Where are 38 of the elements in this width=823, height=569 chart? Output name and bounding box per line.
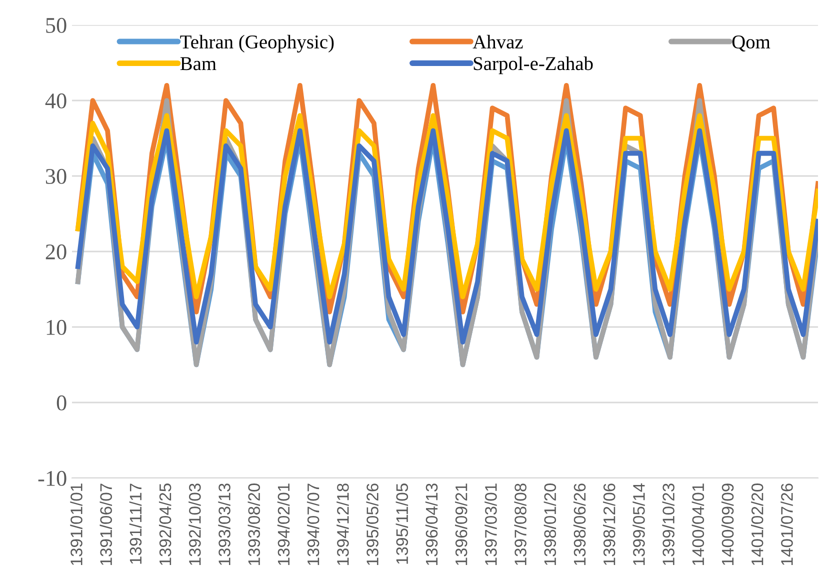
y-tick-label: -10 <box>38 470 66 486</box>
y-tick-label: 40 <box>45 93 66 108</box>
x-tick-label: 1396/09/21 <box>454 484 468 565</box>
x-tick-label: 1392/10/03 <box>188 484 201 565</box>
x-tick-label: 1398/12/06 <box>603 484 616 565</box>
x-tick-label: 1400/09/09 <box>721 484 734 565</box>
legend-label: Qom <box>732 35 770 52</box>
x-tick-label: 1393/03/13 <box>218 484 230 565</box>
x-tick-label: 1400/04/01 <box>692 484 704 565</box>
x-tick-label: 1391/01/01 <box>70 484 82 565</box>
x-tick-label: 1398/01/20 <box>544 484 556 565</box>
x-tick-label: 1399/05/14 <box>632 483 645 565</box>
legend-label: Ahvaz <box>472 34 523 49</box>
x-tick-label: 1401/02/20 <box>751 484 764 565</box>
x-tick-label: 1397/03/01 <box>484 484 497 565</box>
y-tick-label: 30 <box>46 168 66 184</box>
x-tick-label: 1394/07/07 <box>306 484 320 565</box>
legend-label: Sarpol-e-Zahab <box>474 56 593 74</box>
x-tick-label: 1397/08/08 <box>514 484 526 565</box>
y-tick-label: 50 <box>46 18 66 33</box>
x-tick-label: 1393/08/20 <box>248 484 260 565</box>
x-tick-label: 1395/11/05 <box>396 484 408 564</box>
x-tick-label: 1398/06/26 <box>573 484 586 565</box>
x-tick-label: 1391/11/17 <box>129 484 142 564</box>
x-tick-label: 1395/05/26 <box>366 484 378 565</box>
x-tick-label: 1394/02/01 <box>277 484 290 565</box>
x-tick-label: 1401/07/26 <box>780 484 793 565</box>
x-tick-label: 1394/12/18 <box>336 484 349 565</box>
x-tick-label: 1399/10/23 <box>662 484 674 565</box>
x-tick-label: 1392/04/25 <box>158 484 172 565</box>
y-tick-label: 10 <box>46 320 66 335</box>
line-series <box>75 113 818 300</box>
x-tick-label: 1391/06/07 <box>100 484 112 565</box>
y-tick-label: 20 <box>46 244 66 260</box>
y-tick-label: 0 <box>56 395 66 410</box>
legend-label: Bam <box>180 57 216 70</box>
x-tick-label: 1396/04/13 <box>425 484 438 565</box>
legend-label: Tehran (Geophysic) <box>180 34 334 53</box>
